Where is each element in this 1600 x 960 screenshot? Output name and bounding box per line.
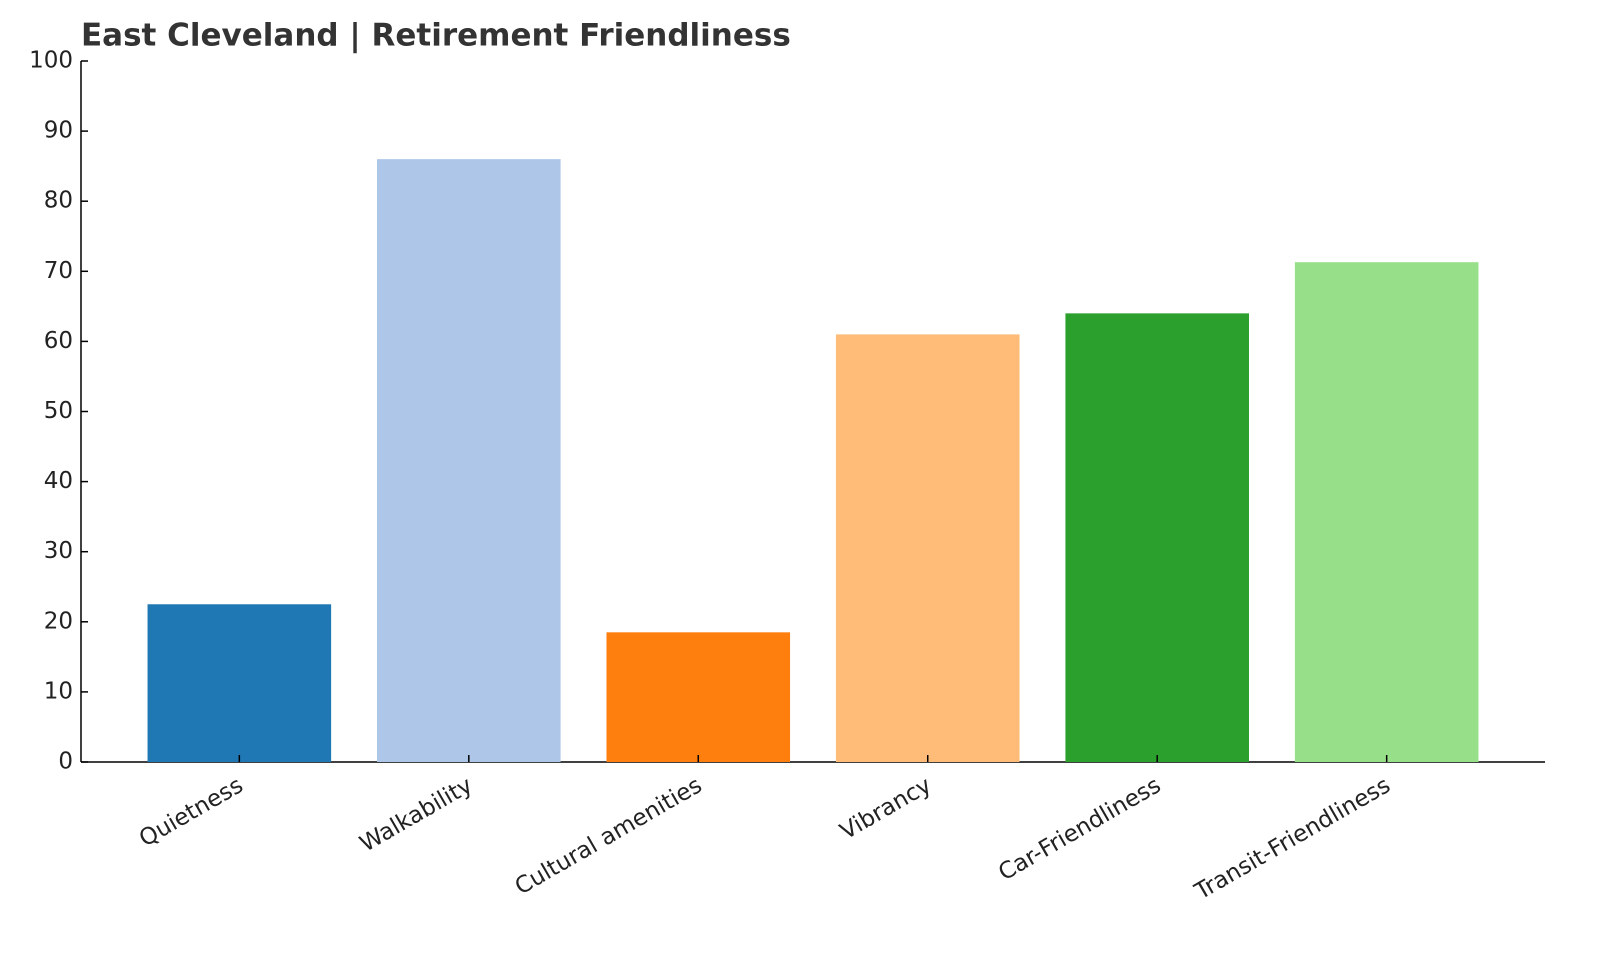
y-tick-label: 40 bbox=[44, 468, 73, 494]
x-tick-label: Quietness bbox=[135, 772, 248, 852]
bar bbox=[835, 334, 1020, 762]
x-tick-label: Vibrancy bbox=[836, 772, 936, 845]
chart-title: East Cleveland | Retirement Friendliness bbox=[81, 18, 791, 54]
y-tick-label: 100 bbox=[29, 48, 73, 74]
y-tick-label: 90 bbox=[44, 118, 73, 144]
y-tick-label: 50 bbox=[44, 398, 73, 424]
x-tick-label: Car-Friendliness bbox=[994, 772, 1165, 886]
bar bbox=[1294, 262, 1479, 762]
y-tick-label: 20 bbox=[44, 608, 73, 634]
y-tick-label: 80 bbox=[44, 188, 73, 214]
x-tick-label: Walkability bbox=[356, 772, 477, 857]
bar bbox=[147, 604, 332, 762]
x-tick-label: Cultural amenities bbox=[511, 772, 707, 900]
bar bbox=[1065, 313, 1249, 762]
y-tick-label: 0 bbox=[58, 749, 73, 775]
bar bbox=[606, 632, 791, 762]
y-tick-label: 30 bbox=[44, 538, 73, 564]
y-tick-label: 60 bbox=[44, 328, 73, 354]
y-tick-label: 70 bbox=[44, 258, 73, 284]
bar bbox=[377, 159, 561, 762]
y-tick-label: 10 bbox=[44, 678, 73, 704]
x-tick-label: Transit-Friendliness bbox=[1190, 772, 1395, 905]
